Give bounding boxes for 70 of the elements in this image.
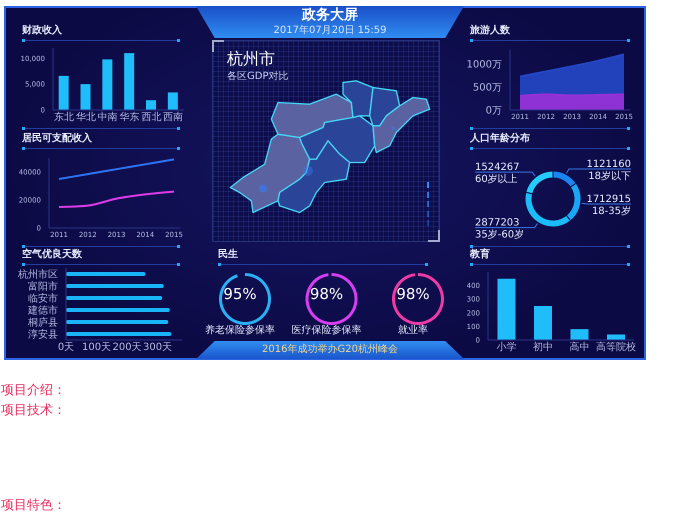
data-label: 1712915	[586, 194, 631, 205]
y-tick-label: 淳安县	[28, 328, 58, 341]
text: 项目介绍：	[1, 383, 66, 398]
category-label: 医疗保险参保率	[292, 325, 362, 336]
x-tick-label: 小学	[496, 341, 516, 354]
bar	[606, 334, 625, 340]
y-tick-label: 500万	[472, 82, 502, 94]
text: 2017年07月20日 15:59	[274, 25, 386, 36]
y-tick-label: 1000万	[466, 59, 502, 70]
slice-label: 18岁以下	[588, 170, 631, 182]
x-tick-label: 300天	[143, 342, 172, 354]
bar	[124, 53, 134, 110]
bar	[534, 306, 552, 340]
x-tick-label: 西北	[141, 111, 162, 124]
bar	[497, 278, 516, 340]
y-tick-label: 桐庐县	[27, 316, 58, 329]
bar	[66, 272, 146, 276]
slice-label: 60岁以上	[475, 173, 518, 186]
category-label: 养老保险参保率	[205, 325, 275, 336]
x-tick-label: 华北	[76, 111, 96, 124]
x-tick-label: 高等院校	[596, 341, 636, 354]
data-label: 95%	[223, 285, 257, 303]
slice-label: 18-35岁	[592, 204, 631, 217]
line-series	[58, 158, 175, 180]
y-tick-label: 临安市	[28, 292, 58, 305]
bar	[66, 332, 172, 336]
bar	[570, 329, 588, 340]
bar	[66, 308, 170, 312]
x-tick-label: 东北	[54, 111, 74, 124]
category-label: 就业率	[398, 325, 428, 336]
data-label: 1121160	[586, 158, 631, 170]
y-tick-label: 0万	[486, 106, 502, 117]
slice-label: 35岁-60岁	[475, 228, 524, 241]
bar	[102, 59, 112, 110]
chart-title: 人口年龄分布	[470, 133, 530, 144]
x-tick-label: 中南	[98, 111, 118, 124]
data-label: 2877203	[475, 218, 520, 229]
text: 2016年成功举办G20杭州峰会	[262, 344, 398, 355]
chart-title: 居民可支配收入	[22, 133, 92, 144]
bar	[168, 92, 178, 110]
y-tick-label: 杭州市区	[17, 268, 58, 281]
text: 项目特色：	[1, 498, 66, 513]
chart-title: 旅游人数	[470, 25, 510, 36]
x-tick-label: 西南	[163, 111, 184, 124]
line-series	[58, 190, 175, 208]
bar	[66, 296, 162, 300]
bar	[80, 84, 91, 110]
x-tick-label: 初中	[532, 341, 553, 354]
bar	[66, 284, 164, 288]
data-label: 1524267	[475, 162, 520, 174]
x-tick-label: 高中	[569, 341, 590, 354]
chart-title: 空气优良天数	[22, 249, 82, 260]
x-tick-label: 100天	[82, 342, 112, 354]
bar	[66, 320, 168, 324]
data-label: 98%	[310, 285, 344, 303]
y-tick-label: 建德市	[27, 304, 58, 317]
x-tick-label: 200天	[112, 342, 142, 354]
y-tick-label: 富阳市	[28, 280, 58, 293]
chart-title: 教育	[470, 249, 490, 260]
text: 民生	[218, 249, 238, 260]
text: 各区GDP对比	[227, 71, 288, 82]
text: 项目技术：	[1, 403, 66, 418]
text: 杭州市	[227, 49, 275, 68]
chart-title: 财政收入	[22, 25, 62, 36]
x-tick-label: 华东	[119, 111, 140, 124]
data-label: 98%	[396, 285, 430, 303]
bar	[58, 76, 69, 110]
bar	[146, 100, 156, 110]
x-tick-label: 0天	[58, 342, 74, 354]
text: 政务大屏	[302, 7, 358, 23]
